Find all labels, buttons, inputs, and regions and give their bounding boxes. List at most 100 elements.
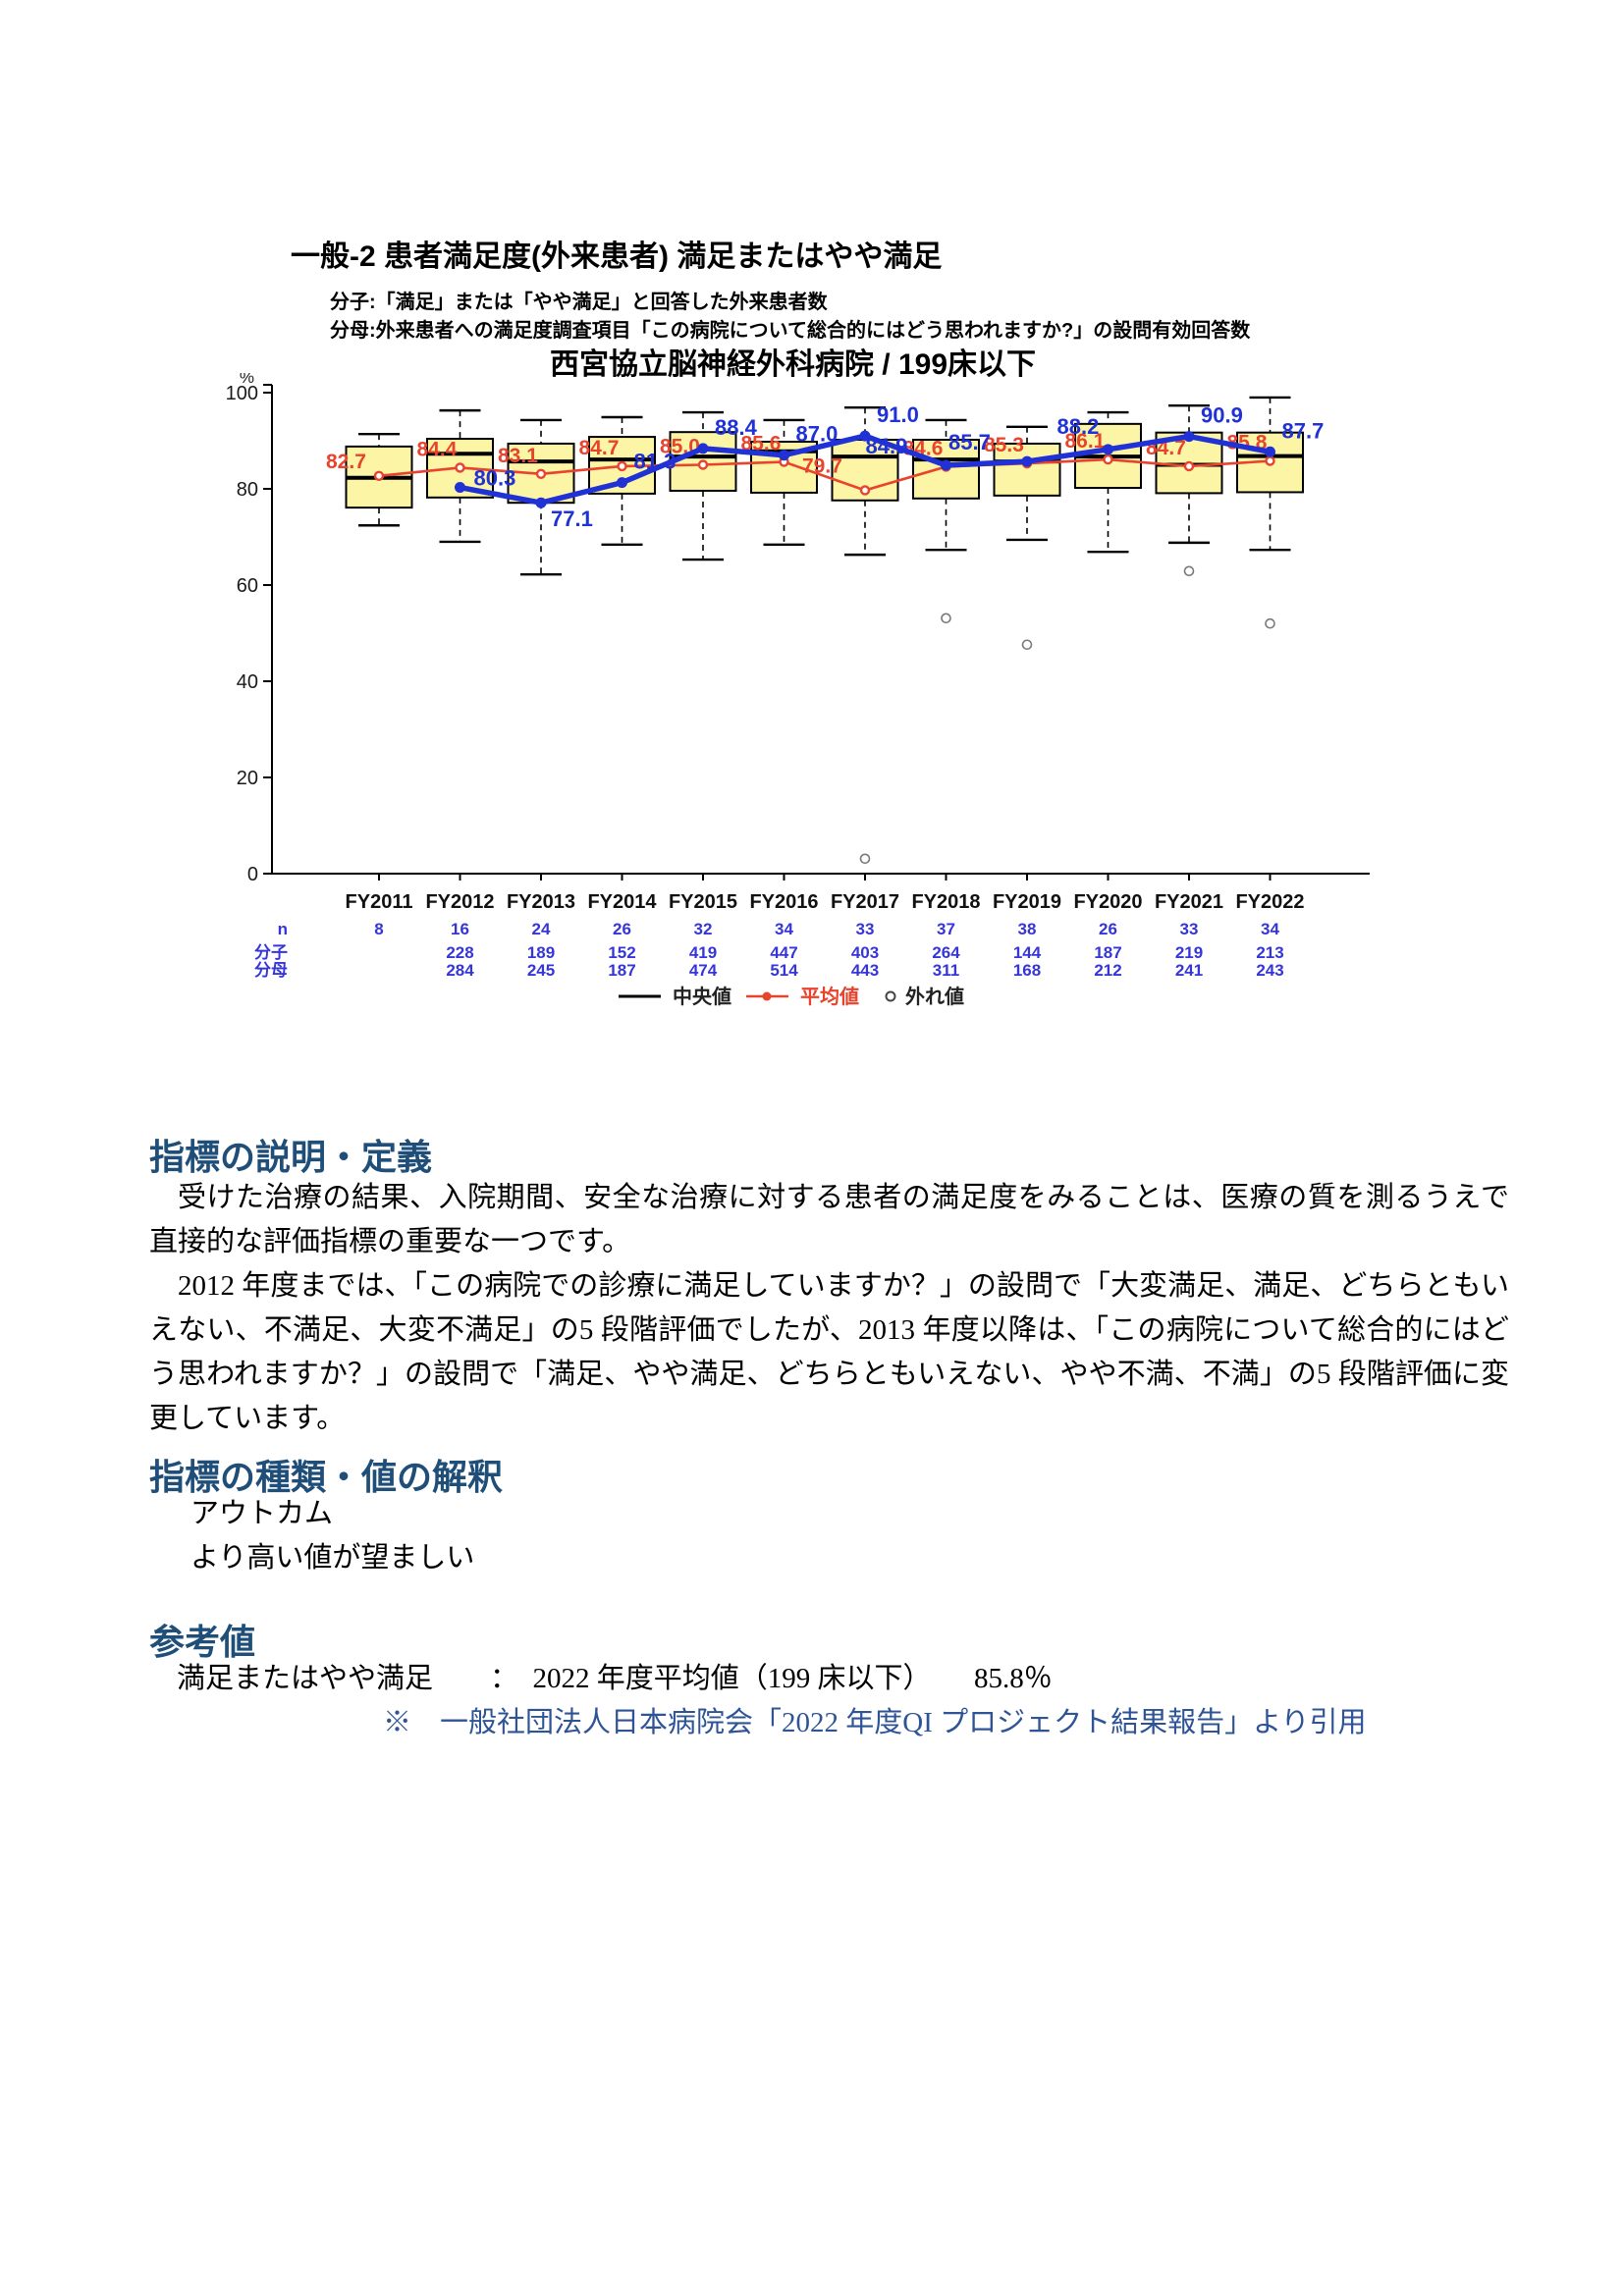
definition-paragraph: 受けた治療の結果、入院期間、安全な治療に対する患者の満足度をみることは、医療の質… bbox=[149, 1182, 1509, 1257]
mean-point bbox=[1103, 454, 1113, 465]
x-tick-label: FY2015 bbox=[669, 891, 737, 913]
counts-value: 144 bbox=[1013, 943, 1042, 962]
mean-point bbox=[859, 485, 871, 496]
denominator-definition: 分母:外来患者への満足度調査項目「この病院について総合的にはどう思われますか?」… bbox=[330, 320, 1251, 342]
counts-value: 33 bbox=[1180, 920, 1199, 938]
y-tick-label: 20 bbox=[237, 768, 258, 789]
counts-value: 16 bbox=[451, 920, 469, 938]
counts-value: 219 bbox=[1175, 943, 1203, 962]
counts-row-label: n bbox=[278, 920, 288, 938]
counts-value: 474 bbox=[689, 961, 718, 980]
hospital-point bbox=[1103, 444, 1113, 455]
hospital-value-label: 81.3 bbox=[634, 450, 677, 474]
x-tick-label: FY2013 bbox=[507, 891, 575, 913]
counts-value: 311 bbox=[933, 961, 959, 980]
counts-value: 443 bbox=[851, 961, 879, 980]
counts-value: 514 bbox=[770, 961, 798, 980]
counts-value: 228 bbox=[446, 943, 473, 962]
hospital-point bbox=[617, 477, 627, 489]
hospital-point bbox=[535, 497, 547, 508]
mean-point bbox=[373, 470, 385, 481]
counts-value: 26 bbox=[613, 920, 631, 938]
counts-value: 284 bbox=[446, 961, 474, 980]
x-tick-label: FY2011 bbox=[346, 891, 413, 913]
legend-outlier-label: 外れ値 bbox=[905, 985, 964, 1008]
mean-value-label: 83.1 bbox=[498, 445, 538, 467]
counts-value: 187 bbox=[608, 961, 635, 980]
section-body-definition: 受けた治療の結果、入院期間、安全な治療に対する患者の満足度をみることは、医療の質… bbox=[149, 1176, 1509, 1441]
counts-value: 187 bbox=[1094, 943, 1121, 962]
mean-value-label: 79.7 bbox=[802, 454, 842, 477]
outlier-point bbox=[1021, 639, 1033, 651]
hospital-value-label: 90.9 bbox=[1201, 403, 1243, 428]
mean-value-label: 86.1 bbox=[1065, 430, 1106, 453]
counts-value: 189 bbox=[527, 943, 555, 962]
hospital-value-label: 91.0 bbox=[877, 402, 919, 427]
counts-value: 264 bbox=[932, 943, 960, 962]
x-tick-label: FY2022 bbox=[1235, 891, 1304, 913]
hospital-point bbox=[1021, 455, 1033, 467]
outlier-point bbox=[1265, 617, 1275, 629]
section-body-type: アウトカム より高い値が望ましい bbox=[149, 1492, 1509, 1580]
mean-value-label: 84.7 bbox=[579, 437, 620, 459]
counts-value: 243 bbox=[1256, 961, 1283, 980]
y-tick-label: 0 bbox=[247, 864, 258, 885]
mean-value-label: 85.3 bbox=[984, 434, 1024, 456]
counts-value: 403 bbox=[851, 943, 879, 962]
mean-line bbox=[378, 457, 1271, 492]
counts-value: 447 bbox=[770, 943, 797, 962]
x-tick-label: FY2014 bbox=[587, 891, 657, 913]
mean-point bbox=[535, 468, 547, 480]
legend-mean-label: 平均値 bbox=[800, 985, 859, 1008]
hospital-value-label: 84.9 bbox=[866, 434, 908, 458]
hospital-point bbox=[941, 459, 951, 471]
hospital-value-label: 77.1 bbox=[551, 507, 593, 531]
hospital-value-label: 88.4 bbox=[715, 415, 758, 440]
outlier-point bbox=[941, 613, 951, 624]
definition-paragraph: 2012 年度までは、「この病院での診療に満足していますか？」の設問で「大変満足… bbox=[149, 1270, 1509, 1434]
counts-value: 34 bbox=[775, 920, 793, 938]
section-heading-type: 指標の種類・値の解釈 bbox=[149, 1458, 504, 1497]
counts-value: 152 bbox=[608, 943, 635, 962]
x-tick-label: FY2020 bbox=[1073, 891, 1142, 913]
legend: 中央値 平均値 外れ値 bbox=[619, 985, 964, 1008]
counts-row-label: 分子 bbox=[254, 943, 288, 962]
hospital-point bbox=[1265, 446, 1275, 457]
counts-value: 24 bbox=[532, 920, 551, 938]
x-tick-label: FY2016 bbox=[749, 891, 818, 913]
y-tick-label: 60 bbox=[237, 575, 258, 597]
counts-row-label: 分母 bbox=[254, 961, 288, 980]
legend-median-label: 中央値 bbox=[673, 985, 731, 1008]
reference-value: 満足またはやや満足 ： 2022 年度平均値（199 床以下） 85.8％ bbox=[177, 1663, 1053, 1694]
page-title: 一般-2 患者満足度(外来患者) 満足またはやや満足 bbox=[291, 240, 943, 273]
reference-citation: ※ 一般社団法人日本病院会「2022 年度QI プロジェクト結果報告」より引用 bbox=[383, 1707, 1367, 1738]
x-tick-label: FY2018 bbox=[911, 891, 980, 913]
y-tick-label: 40 bbox=[237, 671, 258, 693]
mean-point bbox=[455, 462, 465, 473]
counts-value: 168 bbox=[1013, 961, 1041, 980]
hospital-value-label: 87.0 bbox=[796, 422, 839, 447]
box-FY2018 bbox=[912, 418, 980, 624]
outlier-point bbox=[1183, 565, 1195, 577]
y-tick-label: 80 bbox=[237, 479, 258, 501]
satisfaction-boxplot-chart: % 0 20 40 60 80 100 FY2011 FY2012 FY2013 FY2014 FY2… bbox=[226, 373, 1370, 1008]
y-tick-label: 100 bbox=[226, 383, 258, 404]
counts-value: 37 bbox=[937, 920, 955, 938]
counts-value: 26 bbox=[1099, 920, 1117, 938]
counts-value: 8 bbox=[374, 920, 383, 938]
indicator-definition: 分子:「満足」または「やや満足」と回答した外来患者数 分母:外来患者への満足度調… bbox=[330, 289, 1250, 346]
hospital-value-label: 85.7 bbox=[948, 430, 991, 454]
x-tick-label: FY2017 bbox=[831, 891, 899, 913]
x-tick-label: FY2019 bbox=[993, 891, 1061, 913]
mean-point bbox=[617, 460, 627, 472]
section-heading-reference: 参考値 bbox=[149, 1623, 256, 1662]
counts-value: 419 bbox=[689, 943, 717, 962]
counts-value: 38 bbox=[1018, 920, 1037, 938]
indicator-type: アウトカム bbox=[190, 1498, 334, 1529]
mean-value-label: 85.6 bbox=[741, 433, 782, 455]
chart-title: 西宮協立脳神経外科病院 / 199床以下 bbox=[549, 348, 1037, 381]
counts-value: 32 bbox=[694, 920, 713, 938]
hospital-point bbox=[779, 450, 789, 461]
counts-value: 34 bbox=[1261, 920, 1279, 938]
